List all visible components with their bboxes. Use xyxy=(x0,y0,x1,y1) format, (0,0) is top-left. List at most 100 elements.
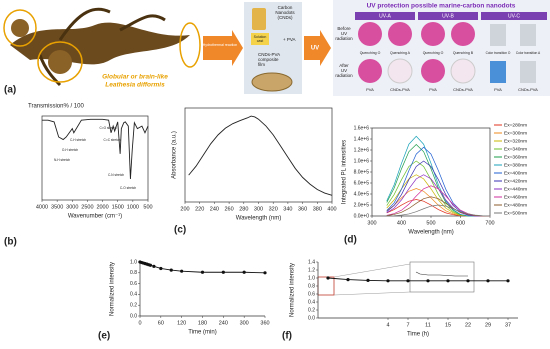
y-tick-label: 1.0 xyxy=(130,259,137,265)
legend-label: Ex=460nm xyxy=(504,194,527,200)
y-tick-label: 0.2 xyxy=(308,307,315,313)
y-axis-label: Normalized intensity xyxy=(110,262,116,316)
data-line xyxy=(42,118,149,180)
x-tick-label: 3000 xyxy=(66,204,78,210)
annotation: C=O stretch xyxy=(99,126,116,130)
sample-label: CNDs-PVA xyxy=(453,87,473,92)
band-label: UV-A xyxy=(379,13,391,19)
y-tick-label: 1.0 xyxy=(308,275,315,281)
panel-label: (b) xyxy=(4,237,17,248)
data-point xyxy=(366,278,370,282)
effect-label: Quenching O xyxy=(360,51,381,55)
panel-label: (f) xyxy=(282,331,292,342)
x-tick-label: 500 xyxy=(426,220,435,226)
x-tick-label: 29 xyxy=(485,322,491,328)
data-line xyxy=(386,185,490,217)
film-text: composite xyxy=(258,57,279,62)
x-tick-label: 240 xyxy=(210,206,219,212)
seaweed-photo xyxy=(3,7,201,87)
y-tick-label: 1.0e+6 xyxy=(354,158,370,164)
x-tick-label: 2500 xyxy=(81,204,93,210)
x-tick-label: 220 xyxy=(195,206,204,212)
row-label: Before xyxy=(337,26,351,31)
cnd-text: (CNDs) xyxy=(278,15,293,20)
x-tick-label: 320 xyxy=(269,206,278,212)
pva-text: + PVA xyxy=(283,37,296,42)
dishes xyxy=(358,22,536,84)
x-tick-label: 4 xyxy=(386,322,389,328)
x-tick-label: 1500 xyxy=(112,204,124,210)
y-tick-label: 4.0e+5 xyxy=(354,191,370,197)
x-tick-label: 400 xyxy=(327,206,336,212)
x-axis-label: Time (h) xyxy=(407,332,429,338)
x-axis-label: Wavelength (nm) xyxy=(408,230,453,236)
data-line xyxy=(386,199,490,217)
x-tick-label: 300 xyxy=(254,206,263,212)
x-tick-label: 0 xyxy=(138,320,141,326)
data-point xyxy=(386,279,390,283)
legend-label: Ex=440nm xyxy=(504,186,527,192)
data-line xyxy=(188,115,333,196)
x-tick-label: 300 xyxy=(240,320,249,326)
data-point xyxy=(326,276,330,280)
data-point xyxy=(346,278,350,282)
zoom-connector xyxy=(333,291,411,296)
y-tick-label: 0.8 xyxy=(308,283,315,289)
y-tick-label: 0.8 xyxy=(130,270,137,276)
x-tick-label: 200 xyxy=(180,206,189,212)
vial xyxy=(252,8,266,30)
x-tick-label: 600 xyxy=(456,220,465,226)
data-point xyxy=(148,263,153,267)
annotation: C=C stretch xyxy=(104,138,121,142)
legend-label: Ex=280nm xyxy=(504,122,527,128)
inset-trace xyxy=(415,271,468,277)
panel-label: (e) xyxy=(98,331,110,342)
species-text: Leathesia difformis xyxy=(105,82,165,89)
x-tick-label: 4000 xyxy=(36,204,48,210)
x-axis-label: Time (min) xyxy=(188,330,216,336)
species-text: Globular or brain-like xyxy=(102,74,168,81)
data-point xyxy=(180,269,184,273)
plot-frame xyxy=(371,127,491,217)
row-label: radiation xyxy=(335,36,353,41)
x-tick-label: 120 xyxy=(177,320,186,326)
film xyxy=(251,72,293,92)
x-tick-label: 7 xyxy=(406,322,409,328)
cnd-text: Nanodots xyxy=(275,10,295,15)
y-tick-label: 0.6 xyxy=(308,291,315,297)
x-tick-label: 1000 xyxy=(127,204,139,210)
x-tick-label: 340 xyxy=(283,206,292,212)
legend-label: Ex=360nm xyxy=(504,154,527,160)
zoom-connector xyxy=(333,263,411,278)
cast-box xyxy=(251,33,269,45)
data-line xyxy=(386,204,491,217)
data-point xyxy=(426,279,430,283)
inset xyxy=(409,261,475,293)
y-tick-label: 1.2 xyxy=(308,267,315,273)
y-tick-label: 0.6 xyxy=(130,281,137,287)
legend-label: Ex=500nm xyxy=(504,210,527,216)
x-tick-label: 22 xyxy=(465,322,471,328)
annotation: C-N stretch xyxy=(108,173,124,177)
uv-title: UV protection possible marine-carbon nan… xyxy=(367,3,516,10)
data-point xyxy=(446,279,450,283)
arrow xyxy=(304,30,331,66)
data-point xyxy=(221,270,225,274)
effect-label: Color transition A xyxy=(516,51,541,55)
y-axis-label: Transmission% / 100 xyxy=(28,104,84,110)
y-tick-label: 0.2 xyxy=(130,303,137,309)
x-tick-label: 3500 xyxy=(51,204,63,210)
sample-label: PVA xyxy=(429,87,437,92)
legend-label: Ex=320nm xyxy=(504,138,527,144)
annotation: C-H stretch xyxy=(70,138,86,142)
effect-label: Quenching O xyxy=(423,51,444,55)
x-tick-label: 380 xyxy=(313,206,322,212)
x-tick-label: 300 xyxy=(367,220,376,226)
x-tick-label: 37 xyxy=(505,322,511,328)
legend-label: Ex=400nm xyxy=(504,170,527,176)
x-tick-label: 360 xyxy=(260,320,269,326)
x-tick-label: 360 xyxy=(298,206,307,212)
data-point xyxy=(200,270,205,274)
data-point xyxy=(159,266,163,271)
